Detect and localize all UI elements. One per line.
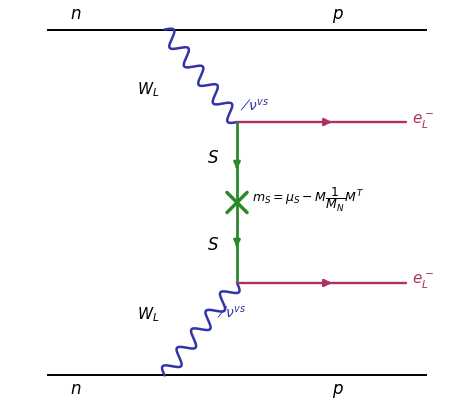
Text: $W_L$: $W_L$	[137, 306, 160, 324]
Text: $n$: $n$	[71, 379, 82, 398]
Text: $W_L$: $W_L$	[137, 81, 160, 99]
Text: $\not\!{\nu}^{vs}$: $\not\!{\nu}^{vs}$	[240, 97, 269, 113]
Text: $S$: $S$	[207, 149, 219, 167]
Text: $S$: $S$	[207, 236, 219, 254]
Text: $\not\!{\nu}^{vs}$: $\not\!{\nu}^{vs}$	[217, 304, 246, 320]
Text: $e_L^-$: $e_L^-$	[412, 111, 434, 130]
Text: $p$: $p$	[332, 7, 344, 26]
Text: $n$: $n$	[71, 6, 82, 23]
Text: $e_L^-$: $e_L^-$	[412, 271, 434, 290]
Text: $p$: $p$	[332, 382, 344, 400]
Text: $m_S = \mu_S - M\dfrac{1}{M_N}M^T$: $m_S = \mu_S - M\dfrac{1}{M_N}M^T$	[252, 186, 365, 215]
